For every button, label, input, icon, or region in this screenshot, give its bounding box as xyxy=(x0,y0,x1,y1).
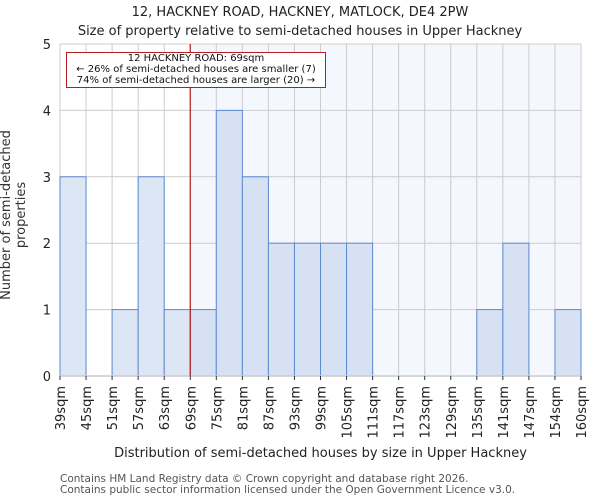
x-tick-label: 129sqm xyxy=(445,386,460,439)
x-tick-label: 93sqm xyxy=(288,386,303,430)
x-tick-label: 45sqm xyxy=(80,386,95,430)
x-tick-label: 63sqm xyxy=(158,386,173,430)
histogram-bar xyxy=(215,109,243,377)
x-tick-label: 117sqm xyxy=(393,386,408,439)
x-tick-label: 105sqm xyxy=(341,386,356,439)
y-axis-label: Number of semi-detached properties xyxy=(0,130,29,300)
histogram-bar xyxy=(554,309,582,377)
x-tick-label: 87sqm xyxy=(262,386,277,430)
annotation-line1: 12 HACKNEY ROAD: 69sqm xyxy=(127,53,265,64)
x-tick-label: 160sqm xyxy=(575,386,590,439)
y-tick-label: 1 xyxy=(43,304,51,319)
credit-line-2: Contains public sector information licen… xyxy=(60,484,516,496)
histogram-bar xyxy=(189,309,217,377)
histogram-bar xyxy=(59,176,87,377)
histogram-bar xyxy=(241,176,269,377)
x-tick-label: 39sqm xyxy=(54,386,69,430)
y-tick-label: 3 xyxy=(43,171,51,186)
x-tick-label: 51sqm xyxy=(106,386,121,430)
histogram-bar xyxy=(346,242,374,377)
x-axis-label: Distribution of semi-detached houses by … xyxy=(114,446,527,461)
histogram-bar xyxy=(163,309,191,377)
chart-title: 12, HACKNEY ROAD, HACKNEY, MATLOCK, DE4 … xyxy=(131,5,469,20)
histogram-bar xyxy=(502,242,530,377)
chart-subtitle: Size of property relative to semi-detach… xyxy=(77,24,523,39)
histogram-bar xyxy=(137,176,165,377)
x-tick-label: 135sqm xyxy=(471,386,486,439)
x-tick-label: 81sqm xyxy=(236,386,251,430)
x-tick-label: 147sqm xyxy=(523,386,538,439)
annotation-line3: 74% of semi-detached houses are larger (… xyxy=(76,75,316,86)
y-tick-label: 0 xyxy=(43,370,51,385)
y-tick-label: 5 xyxy=(43,38,51,53)
y-tick-label: 2 xyxy=(43,237,51,252)
x-tick-label: 123sqm xyxy=(419,386,434,439)
x-tick-label: 69sqm xyxy=(184,386,199,430)
histogram-bar xyxy=(111,309,139,377)
x-tick-label: 57sqm xyxy=(132,386,147,430)
x-tick-label: 111sqm xyxy=(367,386,382,439)
y-tick-label: 4 xyxy=(43,104,51,119)
histogram-bar xyxy=(476,309,504,377)
histogram-bar xyxy=(293,242,322,377)
x-tick-label: 141sqm xyxy=(497,386,512,439)
credit-line-1: Contains HM Land Registry data © Crown c… xyxy=(60,473,469,485)
annotation-line2: ← 26% of semi-detached houses are smalle… xyxy=(76,64,316,75)
x-tick-label: 75sqm xyxy=(210,386,225,430)
x-tick-label: 154sqm xyxy=(549,386,564,439)
histogram-bar xyxy=(267,242,295,377)
histogram-bar xyxy=(320,242,348,377)
x-tick-label: 99sqm xyxy=(315,386,330,430)
property-annotation: 12 HACKNEY ROAD: 69sqm ← 26% of semi-det… xyxy=(66,52,326,88)
